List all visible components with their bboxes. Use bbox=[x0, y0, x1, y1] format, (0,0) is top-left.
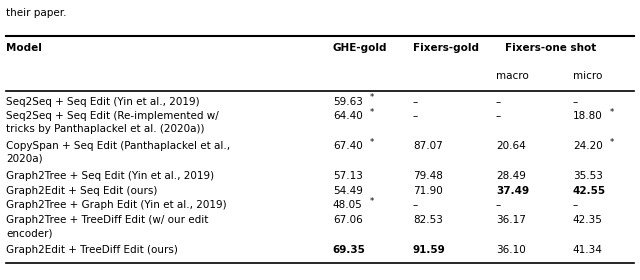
Text: 41.34: 41.34 bbox=[573, 245, 603, 255]
Text: *: * bbox=[610, 138, 614, 147]
Text: 18.80: 18.80 bbox=[573, 111, 602, 122]
Text: Graph2Edit + TreeDiff Edit (ours): Graph2Edit + TreeDiff Edit (ours) bbox=[6, 245, 179, 255]
Text: 28.49: 28.49 bbox=[496, 171, 526, 181]
Text: their paper.: their paper. bbox=[6, 8, 67, 18]
Text: *: * bbox=[610, 108, 614, 117]
Text: Seq2Seq + Seq Edit (Re-implemented w/
tricks by Panthaplackel et al. (2020a)): Seq2Seq + Seq Edit (Re-implemented w/ tr… bbox=[6, 111, 219, 134]
Text: 57.13: 57.13 bbox=[333, 171, 363, 181]
Text: Graph2Edit + Seq Edit (ours): Graph2Edit + Seq Edit (ours) bbox=[6, 186, 158, 196]
Text: Graph2Tree + Seq Edit (Yin et al., 2019): Graph2Tree + Seq Edit (Yin et al., 2019) bbox=[6, 171, 214, 181]
Text: Graph2Tree + TreeDiff Edit (w/ our edit
encoder): Graph2Tree + TreeDiff Edit (w/ our edit … bbox=[6, 215, 209, 238]
Text: –: – bbox=[573, 97, 578, 107]
Text: Model: Model bbox=[6, 43, 42, 53]
Text: 36.17: 36.17 bbox=[496, 215, 526, 225]
Text: –: – bbox=[413, 97, 418, 107]
Text: 82.53: 82.53 bbox=[413, 215, 443, 225]
Text: Graph2Tree + Graph Edit (Yin et al., 2019): Graph2Tree + Graph Edit (Yin et al., 201… bbox=[6, 200, 227, 210]
Text: *: * bbox=[370, 197, 374, 206]
Text: 69.35: 69.35 bbox=[333, 245, 365, 255]
Text: 36.10: 36.10 bbox=[496, 245, 525, 255]
Text: –: – bbox=[496, 200, 501, 210]
Text: CopySpan + Seq Edit (Panthaplackel et al.,
2020a): CopySpan + Seq Edit (Panthaplackel et al… bbox=[6, 141, 230, 164]
Text: 35.53: 35.53 bbox=[573, 171, 603, 181]
Text: 64.40: 64.40 bbox=[333, 111, 362, 122]
Text: *: * bbox=[370, 93, 374, 102]
Text: 71.90: 71.90 bbox=[413, 186, 442, 196]
Text: 79.48: 79.48 bbox=[413, 171, 443, 181]
Text: –: – bbox=[413, 111, 418, 122]
Text: 20.64: 20.64 bbox=[496, 141, 525, 151]
Text: 37.49: 37.49 bbox=[496, 186, 529, 196]
Text: *: * bbox=[370, 108, 374, 117]
Text: Seq2Seq + Seq Edit (Yin et al., 2019): Seq2Seq + Seq Edit (Yin et al., 2019) bbox=[6, 97, 200, 107]
Text: 91.59: 91.59 bbox=[413, 245, 445, 255]
Text: 59.63: 59.63 bbox=[333, 97, 363, 107]
Text: Fixers-one shot: Fixers-one shot bbox=[505, 43, 596, 53]
Text: 54.49: 54.49 bbox=[333, 186, 363, 196]
Text: –: – bbox=[573, 200, 578, 210]
Text: macro: macro bbox=[496, 71, 529, 81]
Text: 42.55: 42.55 bbox=[573, 186, 606, 196]
Text: *: * bbox=[370, 138, 374, 147]
Text: –: – bbox=[496, 111, 501, 122]
Text: 87.07: 87.07 bbox=[413, 141, 442, 151]
Text: GHE-gold: GHE-gold bbox=[333, 43, 387, 53]
Text: 24.20: 24.20 bbox=[573, 141, 602, 151]
Text: 67.40: 67.40 bbox=[333, 141, 362, 151]
Text: 48.05: 48.05 bbox=[333, 200, 362, 210]
Text: micro: micro bbox=[573, 71, 602, 81]
Text: Fixers-gold: Fixers-gold bbox=[413, 43, 479, 53]
Text: 42.35: 42.35 bbox=[573, 215, 603, 225]
Text: –: – bbox=[413, 200, 418, 210]
Text: –: – bbox=[496, 97, 501, 107]
Text: 67.06: 67.06 bbox=[333, 215, 362, 225]
